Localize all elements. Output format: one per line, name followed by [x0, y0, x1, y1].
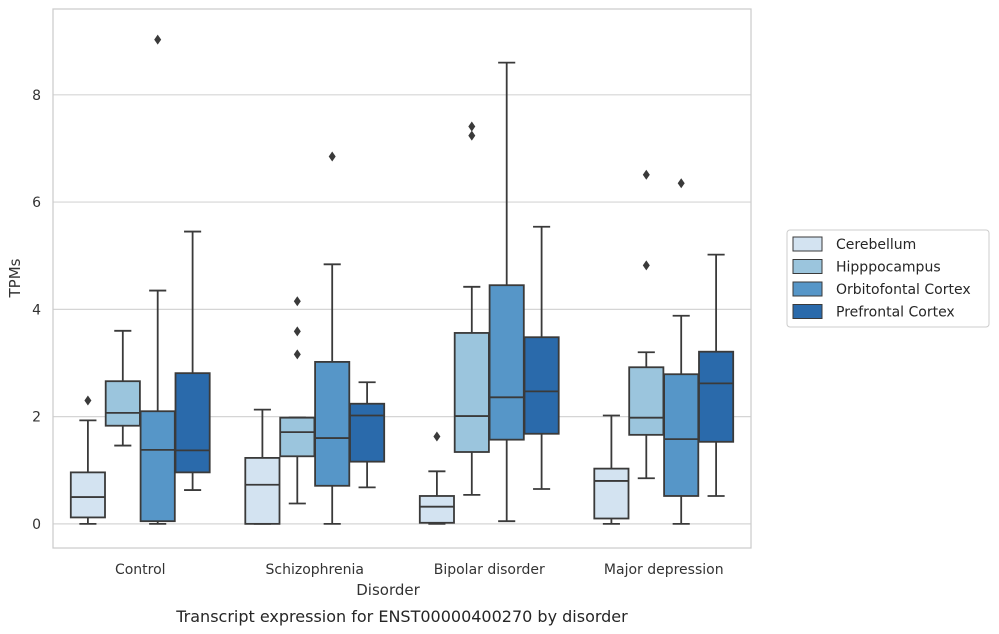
box-body	[488, 284, 525, 441]
y-tick-label: 6	[32, 195, 41, 211]
box-body	[593, 467, 630, 520]
legend-swatch	[792, 304, 823, 319]
box-0-1	[244, 408, 281, 525]
box-3-3	[698, 253, 735, 497]
legend-label: Prefrontal Cortex	[836, 305, 955, 321]
outlier-point	[433, 431, 441, 442]
box-body	[453, 332, 490, 453]
box-body	[628, 366, 665, 436]
legend-swatch	[792, 259, 823, 274]
outlier-point	[677, 178, 685, 189]
box-0-2	[418, 431, 455, 525]
box-series	[69, 34, 735, 525]
box-0-3	[593, 414, 630, 525]
x-tick-labels: Control Schizophrenia Bipolar disorder Majo…	[115, 562, 724, 578]
plot-frame	[52, 8, 752, 549]
outlier-point	[328, 151, 336, 162]
x-tick-label: Schizophrenia	[266, 562, 364, 578]
legend-label: Orbitofontal Cortex	[836, 282, 971, 298]
box-body	[314, 360, 351, 487]
box-1-0	[104, 329, 141, 447]
box-body	[663, 373, 700, 497]
box-body	[104, 380, 141, 427]
chart-caption: Transcript expression for ENST0000040027…	[175, 607, 628, 626]
legend-swatch	[792, 236, 823, 252]
box-2-2	[488, 61, 525, 523]
x-tick-label: Major depression	[604, 562, 724, 578]
box-body	[698, 350, 735, 443]
box-body	[349, 402, 386, 463]
outlier-point	[468, 130, 476, 141]
box-1-3	[628, 169, 665, 480]
y-tick-label: 0	[32, 517, 41, 533]
box-body	[244, 456, 281, 525]
box-body	[139, 410, 176, 523]
y-tick-label: 4	[32, 302, 41, 318]
outlier-point	[154, 34, 162, 45]
legend-label: Hipppocampus	[836, 260, 941, 276]
y-tick-label: 2	[32, 410, 41, 426]
box-body	[418, 495, 455, 524]
box-3-2	[523, 225, 560, 490]
outlier-point	[642, 169, 650, 180]
outlier-point	[642, 260, 650, 271]
box-1-1	[279, 296, 316, 505]
outlier-point	[468, 121, 476, 132]
box-body	[523, 336, 560, 435]
outlier-point	[293, 326, 301, 337]
y-axis-label: TPMs	[6, 258, 24, 298]
box-0-0	[69, 395, 106, 525]
box-2-0	[139, 34, 176, 525]
y-tick-labels: 0 2 4 6 8	[32, 88, 41, 533]
legend-label: Cerebellum	[836, 237, 916, 253]
legend-frame	[786, 229, 990, 328]
box-body	[174, 372, 211, 474]
x-axis-label: Disorder	[356, 581, 420, 599]
outlier-point	[293, 296, 301, 307]
box-3-1	[349, 381, 386, 489]
legend-swatch	[792, 281, 823, 297]
outlier-point	[293, 349, 301, 360]
legend: Cerebellum Hipppocampus Orbitofontal Corte…	[786, 229, 990, 328]
box-3-0	[174, 230, 211, 491]
x-tick-label: Bipolar disorder	[434, 562, 545, 578]
y-tick-label: 8	[32, 88, 41, 104]
x-tick-label: Control	[115, 562, 166, 578]
box-body	[279, 416, 316, 458]
outlier-point	[84, 395, 92, 406]
box-body	[69, 471, 106, 519]
